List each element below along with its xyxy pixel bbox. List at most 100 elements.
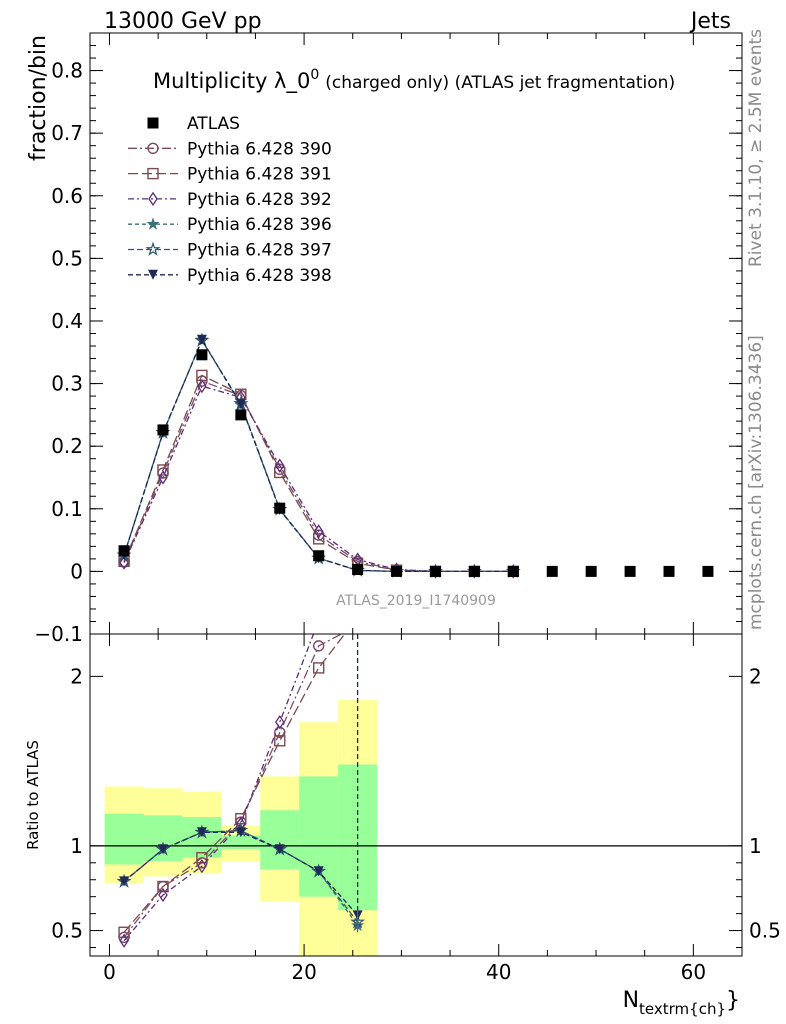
main-y-tick-label: 0.4 [51, 309, 83, 333]
point-atlas [118, 545, 130, 557]
point-atlas [663, 565, 675, 577]
ratio-point-pythia-6-428-391 [118, 926, 130, 938]
ratio-point-pythia-6-428-391 [353, 612, 363, 622]
ratio-point-pythia-6-428-391 [312, 662, 325, 674]
ratio-point-pythia-6-428-391 [274, 735, 286, 747]
point-atlas [196, 349, 208, 361]
x-tick-label: 0 [103, 960, 116, 984]
uncertainty-band-stat [299, 776, 339, 897]
main-y-tick-label: 0.1 [51, 497, 83, 521]
point-atlas [429, 565, 441, 577]
point-atlas [157, 424, 169, 436]
legend-label: Pythia 6.428 398 [187, 266, 332, 286]
x-tick-label: 20 [291, 960, 316, 984]
ratio-point-pythia-6-428-391 [157, 880, 169, 893]
point-pythia-6-428-391 [312, 533, 325, 545]
legend-marker [146, 217, 160, 230]
ratio-point-pythia-6-428-398 [235, 827, 246, 838]
legend-marker [145, 241, 161, 256]
legend-label: Pythia 6.428 396 [187, 215, 332, 235]
x-axis-label: Ntextrm{ch}} [623, 988, 740, 1018]
header-left: 13000 GeV pp [104, 9, 262, 34]
plot-title-superscript: 0 [310, 67, 319, 83]
uncertainty-band-stat [260, 810, 300, 870]
legend-label: Pythia 6.428 397 [187, 241, 332, 261]
main-y-tick-label: 0.6 [51, 184, 83, 208]
point-pythia-6-428-391 [157, 464, 169, 476]
ratio-y-tick-label: 1 [70, 834, 83, 858]
legend-marker [147, 142, 159, 155]
x-tick-label: 40 [486, 960, 511, 984]
ratio-point-pythia-6-428-392 [274, 714, 285, 730]
legend-label: ATLAS [187, 114, 240, 134]
ratio-point-pythia-6-428-398 [119, 876, 130, 887]
ratio-point-pythia-6-428-392 [119, 933, 129, 948]
x-tick-label: 60 [681, 960, 706, 984]
point-pythia-6-428-392 [119, 555, 129, 570]
top-y-axis-label: fraction/bin [26, 35, 51, 161]
main-y-tick-label: 0.3 [51, 372, 83, 396]
point-atlas [468, 565, 480, 577]
legend: ATLAS Pythia 6.428 390 Pythia 6.428 391 Pyt… [128, 114, 332, 286]
point-atlas [585, 565, 597, 577]
main-y-tick-label: 0.8 [51, 59, 83, 83]
point-atlas [274, 502, 286, 514]
ratio-point-pythia-6-428-398 [157, 844, 168, 855]
series-line-pythia-6-428-398 [123, 338, 514, 573]
legend-marker [147, 167, 159, 180]
ratio-point-pythia-6-428-398 [313, 866, 324, 877]
point-atlas [235, 409, 247, 421]
point-pythia-6-428-398 [235, 399, 246, 410]
ratio-y-tick-label-right: 0.5 [749, 919, 781, 943]
ratio-plot-frame [89, 633, 743, 957]
point-pythia-6-428-392 [158, 470, 168, 485]
ratio-point-pythia-6-428-390 [312, 640, 325, 652]
plot-title-main: Multiplicity λ_0 [153, 69, 310, 94]
main-y-tick-label: 0.2 [51, 434, 83, 458]
legend-label: Pythia 6.428 392 [187, 190, 332, 210]
series-line-pythia-6-428-391 [123, 374, 514, 573]
uncertainty-band-stat [104, 813, 144, 865]
mcplots-side-label: mcplots.cern.ch [arXiv:1306.3436] [746, 335, 766, 630]
ratio-y-tick-label-right: 2 [749, 664, 762, 688]
point-pythia-6-428-391 [274, 466, 286, 479]
series-line-pythia-6-428-390 [123, 380, 514, 573]
ratio-point-pythia-6-428-392 [158, 887, 168, 903]
x-axis-label-close: } [726, 988, 740, 1013]
main-y-tick-label: 0.5 [51, 246, 83, 270]
point-pythia-6-428-392 [197, 378, 207, 394]
ratio-plot: 0 20 40 60 0.5 0.5 1 1 2 2 [51, 612, 781, 984]
ratio-point-pythia-6-428-390 [353, 621, 363, 631]
point-atlas [313, 550, 325, 562]
ratio-content-group [90, 612, 742, 956]
point-atlas [624, 565, 636, 577]
legend-marker [148, 191, 158, 207]
legend-marker [147, 117, 159, 129]
ratio-point-pythia-6-428-392 [197, 859, 207, 874]
ratio-point-pythia-6-428-398 [196, 827, 207, 838]
main-y-tick-label: 0 [70, 559, 83, 583]
bottom-y-axis-label: Ratio to ATLAS [24, 740, 42, 850]
ratio-point-pythia-6-428-392 [315, 614, 323, 626]
x-axis-label-symbol: N [623, 988, 639, 1013]
legend-label: Pythia 6.428 391 [187, 165, 332, 185]
point-atlas [507, 565, 519, 577]
main-plot: −0.1 0 0.1 0.2 0.3 0.4 0.5 0.6 0.7 0.8 [34, 32, 743, 646]
ratio-y-tick-label: 2 [70, 664, 83, 688]
point-atlas [546, 565, 558, 577]
point-pythia-6-428-392 [274, 458, 285, 473]
point-atlas [352, 564, 364, 576]
main-y-tick-label: 0.7 [51, 121, 83, 145]
point-pythia-6-428-398 [196, 334, 207, 345]
ratio-y-tick-label-right: 1 [749, 834, 762, 858]
ratio-point-pythia-6-428-391 [196, 852, 208, 864]
rivet-side-label: Rivet 3.1.10, ≥ 2.5M events [746, 29, 766, 267]
ratio-point-pythia-6-428-398 [274, 844, 285, 855]
point-pythia-6-428-392 [313, 524, 324, 539]
legend-label: Pythia 6.428 390 [187, 139, 332, 159]
analysis-watermark: ATLAS_2019_I1740909 [336, 593, 496, 609]
ratio-line-pythia-6-428-392 [123, 634, 315, 942]
x-axis-label-subscript: textrm{ch} [639, 1000, 726, 1018]
header-right: Jets [689, 9, 731, 34]
